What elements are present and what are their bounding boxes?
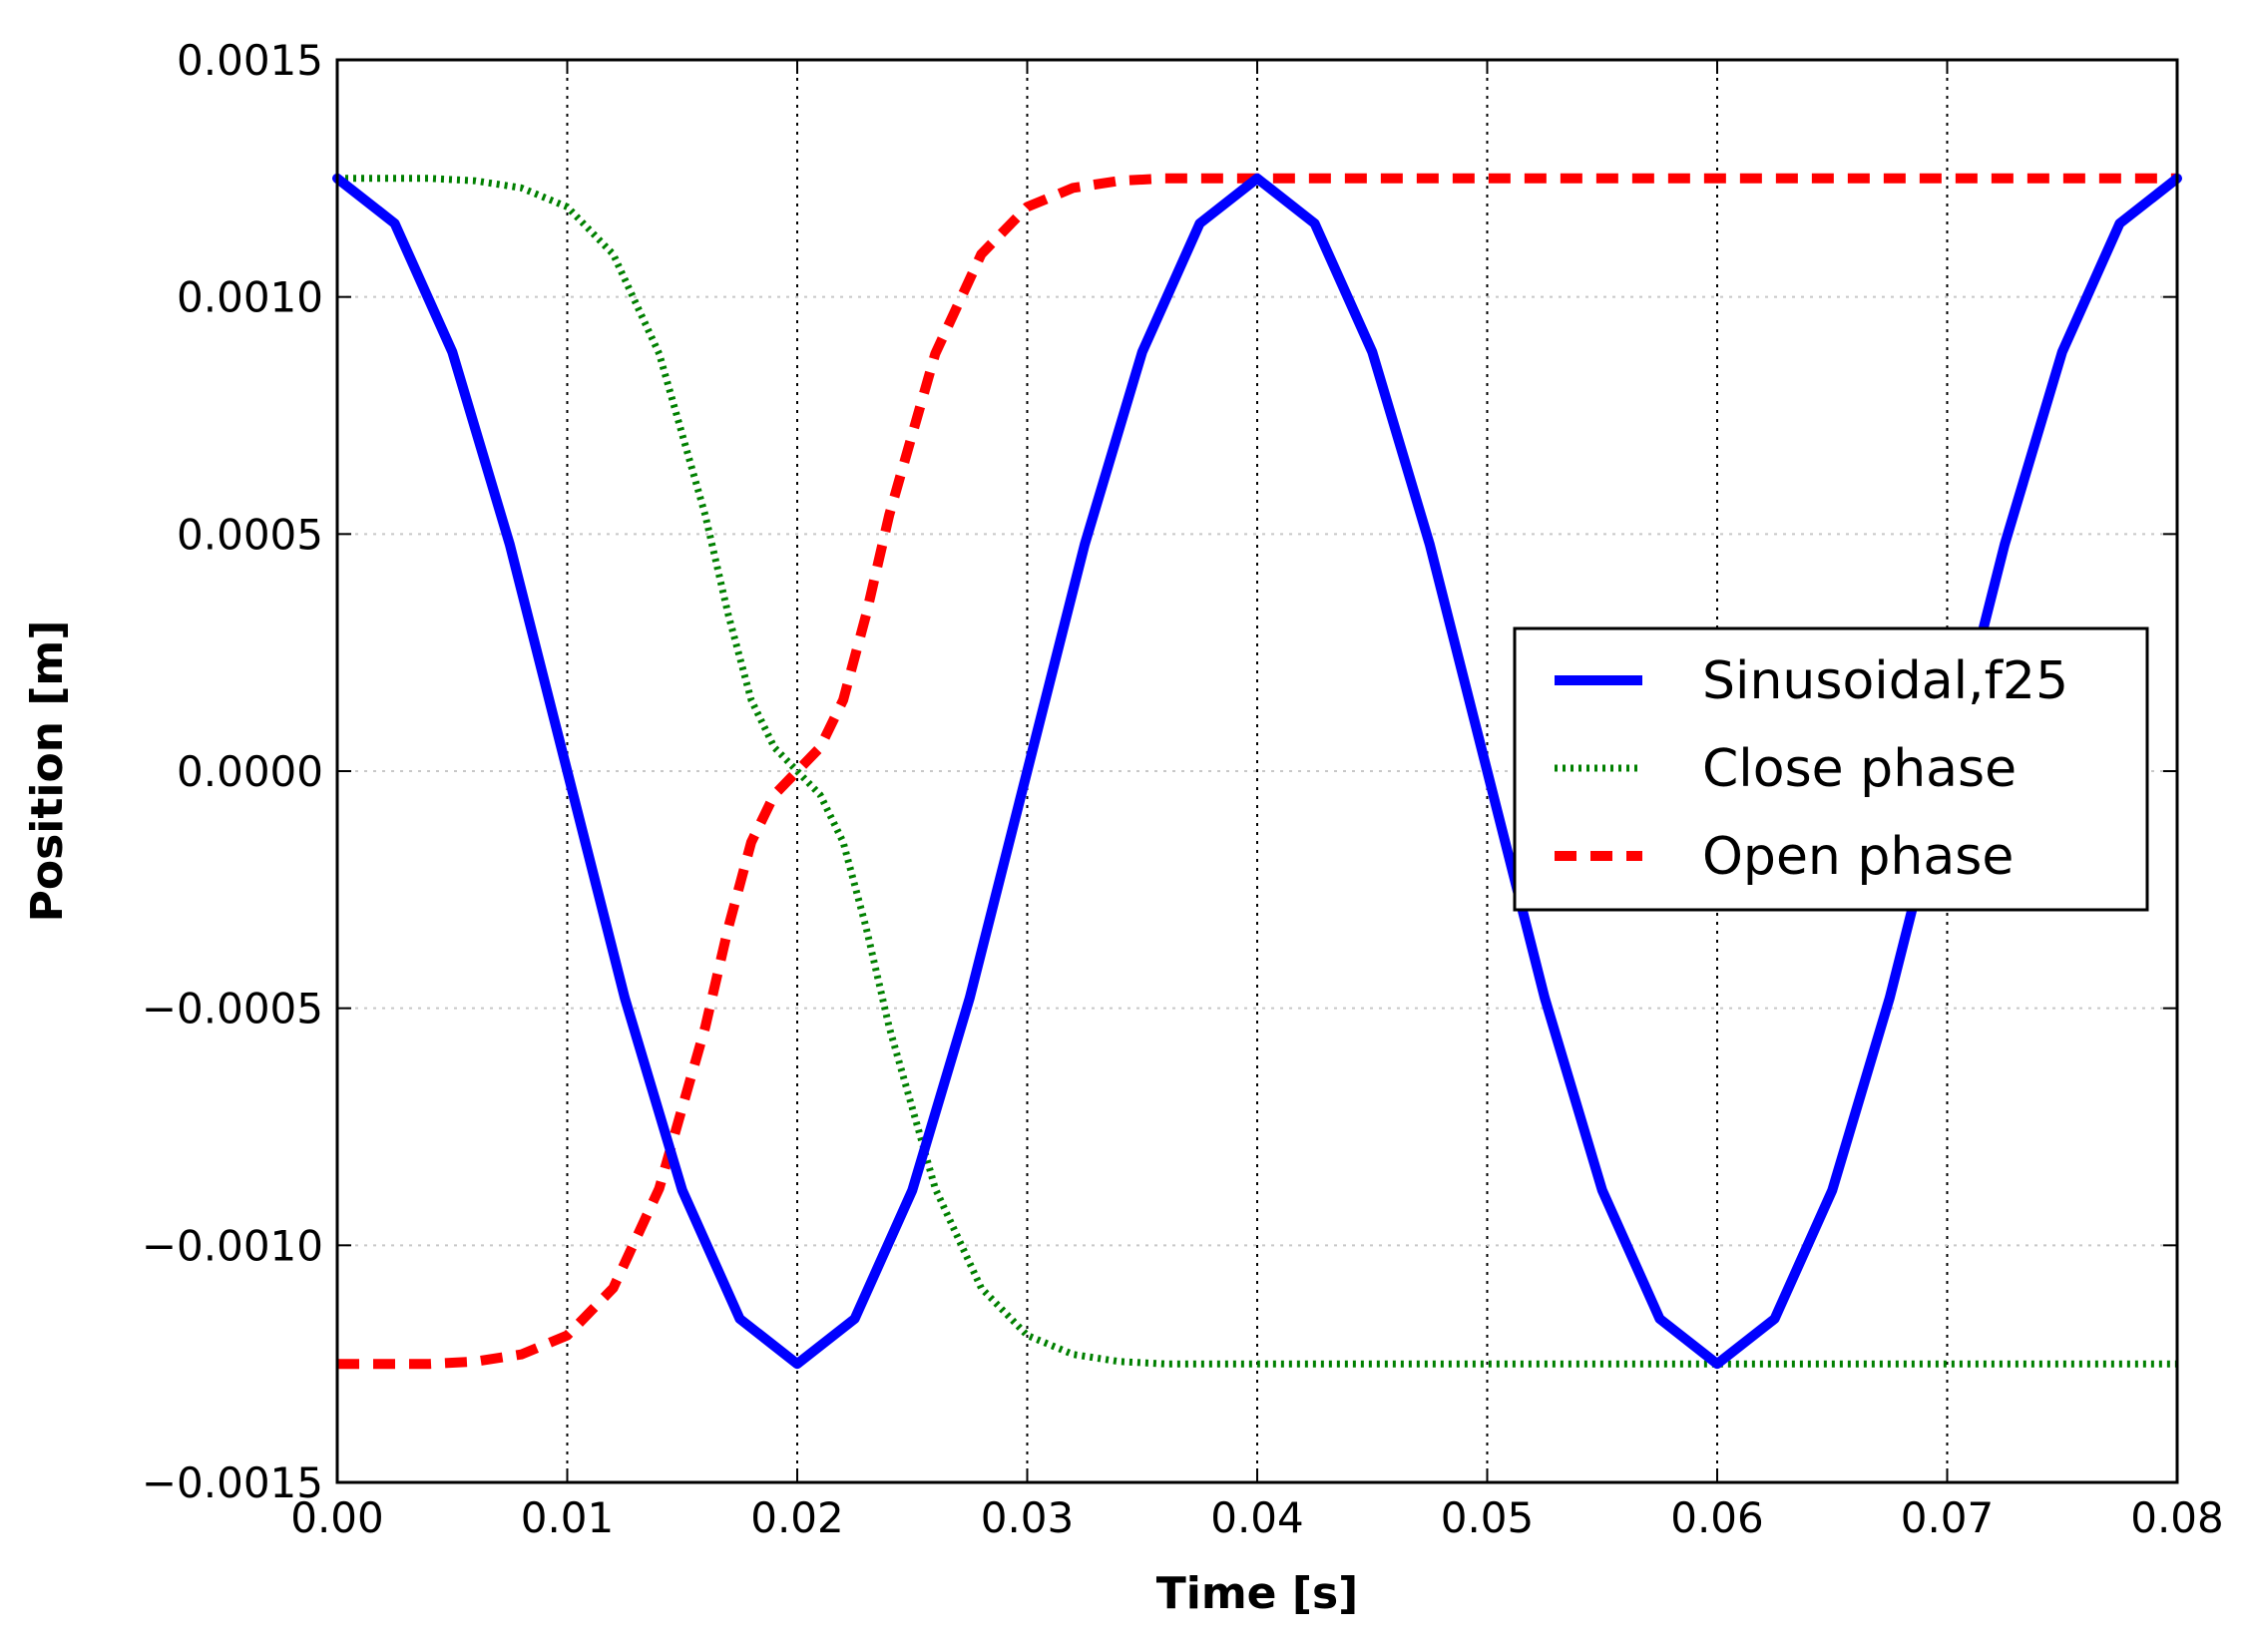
x-axis-title: Time [s] bbox=[1156, 1568, 1359, 1619]
tick-labels: 0.00 0.01 0.02 0.03 0.04 0.05 0.06 0.07 0.08 −0.0… bbox=[142, 36, 2224, 1542]
series-line-close-phase bbox=[337, 175, 2177, 1368]
legend-label-close-phase: Close phase bbox=[1702, 739, 2017, 799]
y-tick-label: 0.0000 bbox=[177, 747, 323, 796]
x-tick-label: 0.03 bbox=[981, 1493, 1075, 1542]
x-tick-label: 0.02 bbox=[750, 1493, 844, 1542]
series-line-open-phase bbox=[337, 173, 2177, 1370]
x-tick-label: 0.07 bbox=[1901, 1493, 1995, 1542]
y-tick-label: −0.0010 bbox=[142, 1221, 323, 1270]
y-tick-label: 0.0015 bbox=[177, 36, 323, 85]
x-tick-label: 0.06 bbox=[1670, 1493, 1764, 1542]
y-axis-title: Position [m] bbox=[22, 620, 73, 923]
y-tick-label: 0.0005 bbox=[177, 510, 323, 559]
y-tick-label: −0.0015 bbox=[142, 1458, 323, 1507]
x-tick-label: 0.05 bbox=[1441, 1493, 1535, 1542]
plot-series bbox=[332, 173, 2182, 1370]
x-tick-label: 0.08 bbox=[2130, 1493, 2224, 1542]
x-tick-label: 0.04 bbox=[1210, 1493, 1304, 1542]
legend-label-open-phase: Open phase bbox=[1702, 827, 2014, 887]
axis-ticks bbox=[336, 59, 2178, 1483]
legend: Sinusoidal,f25 Close phase Open phase bbox=[1513, 626, 2149, 912]
legend-label-sinusoidal: Sinusoidal,f25 bbox=[1702, 651, 2068, 711]
series-line-sinusoidal-f25 bbox=[332, 173, 2182, 1370]
x-tick-label: 0.01 bbox=[521, 1493, 615, 1542]
y-tick-label: −0.0005 bbox=[142, 985, 323, 1033]
x-tick-label: 0.00 bbox=[290, 1493, 384, 1542]
y-tick-label: 0.0010 bbox=[177, 273, 323, 322]
